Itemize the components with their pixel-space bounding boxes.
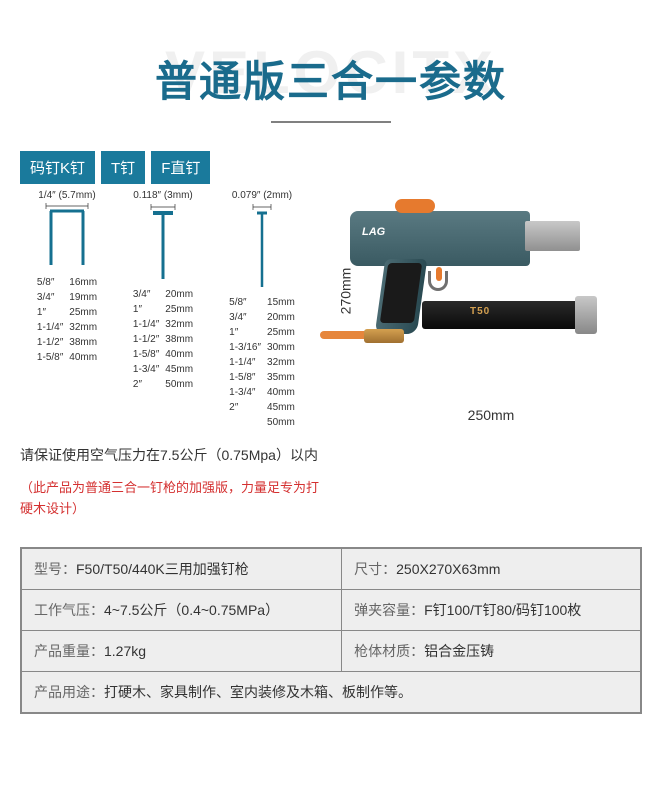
nail-col-t: 0.118″ (3mm) 3/4″1″1-1/4″1-1/2″1-5/8″1-3… — [114, 190, 212, 430]
model-value: F50/T50/440K三用加强钉枪 — [76, 561, 249, 577]
nail-badge-k: 码钉K钉 — [20, 151, 95, 184]
f-top-dim: 0.079″ (2mm) — [232, 190, 292, 201]
cell-usage: 产品用途：打硬木、家具制作、室内装修及木箱、板制作等。 — [21, 672, 641, 714]
nail-badge-f: F直钉 — [151, 151, 210, 184]
table-row: 型号：F50/T50/440K三用加强钉枪 尺寸：250X270X63mm — [21, 548, 641, 590]
gun-knob — [395, 199, 435, 213]
table-row: 产品重量：1.27kg 枪体材质：铝合金压铸 — [21, 631, 641, 672]
cell-model: 型号：F50/T50/440K三用加强钉枪 — [21, 548, 342, 590]
t-top-dim: 0.118″ (3mm) — [133, 190, 192, 201]
gun-body — [350, 211, 530, 266]
k-top-dim: 1/4″ (5.7mm) — [38, 190, 95, 201]
usage-value: 打硬木、家具制作、室内装修及木箱、板制作等。 — [104, 684, 412, 700]
gun-magazine — [422, 301, 582, 329]
nail-gun-illustration: LAG T50 — [350, 181, 610, 371]
size-value: 250X270X63mm — [396, 561, 500, 577]
nail-col-f: 0.079″ (2mm) 5/8″3/4″1″1-3/16″1-1/4″1-5/… — [212, 190, 312, 430]
gun-illustration-box: 270mm LAG T50 — [340, 181, 620, 401]
pressure-label: 工作气压： — [34, 602, 104, 618]
cell-material: 枪体材质：铝合金压铸 — [342, 631, 641, 672]
product-image-area: 270mm LAG T50 250mm — [320, 151, 642, 519]
cell-capacity: 弹夹容量：F钉100/T钉80/码钉100枚 — [342, 590, 641, 631]
gun-hose — [320, 331, 370, 339]
material-label: 枪体材质： — [354, 643, 424, 659]
product-note-red: （此产品为普通三合一钉枪的加强版，力量足专为打硬木设计） — [20, 478, 320, 520]
nail-badge-row: 码钉K钉 T钉 F直钉 — [20, 151, 320, 184]
capacity-value: F钉100/T钉80/码钉100枚 — [424, 602, 581, 618]
title-underline — [271, 121, 391, 123]
weight-label: 产品重量： — [34, 643, 104, 659]
gun-nose — [525, 221, 580, 251]
cell-size: 尺寸：250X270X63mm — [342, 548, 641, 590]
material-value: 铝合金压铸 — [424, 643, 494, 659]
pressure-note: 请保证使用空气压力在7.5公斤（0.75Mpa）以内 — [20, 444, 320, 468]
t-nail-icon — [145, 203, 181, 283]
gun-magazine-text: T50 — [470, 306, 490, 317]
spec-table: 型号：F50/T50/440K三用加强钉枪 尺寸：250X270X63mm 工作… — [20, 547, 642, 714]
gun-magazine-tip — [575, 296, 597, 334]
capacity-label: 弹夹容量： — [354, 602, 424, 618]
gun-trigger — [436, 267, 442, 281]
f-sizes: 5/8″3/4″1″1-3/16″1-1/4″1-5/8″1-3/4″2″ 15… — [226, 295, 298, 430]
t-sizes-mm: 20mm25mm32mm38mm40mm45mm50mm — [162, 287, 196, 392]
nail-badge-t: T钉 — [101, 151, 145, 184]
t-sizes: 3/4″1″1-1/4″1-1/2″1-5/8″1-3/4″2″ 20mm25m… — [130, 287, 196, 392]
middle-section: 码钉K钉 T钉 F直钉 1/4″ (5.7mm) 5/8″3/4″1″1-1/4… — [0, 123, 662, 529]
cell-weight: 产品重量：1.27kg — [21, 631, 342, 672]
f-sizes-mm: 15mm20mm25mm30mm32mm35mm40mm45mm50mm — [264, 295, 298, 430]
table-row: 产品用途：打硬木、家具制作、室内装修及木箱、板制作等。 — [21, 672, 641, 714]
k-nail-icon — [42, 203, 92, 271]
title-section: 普通版三合一参数 — [0, 0, 662, 123]
k-sizes-in: 5/8″3/4″1″1-1/4″1-1/2″1-5/8″ — [34, 275, 66, 365]
t-sizes-in: 3/4″1″1-1/4″1-1/2″1-5/8″1-3/4″2″ — [130, 287, 162, 392]
f-nail-icon — [247, 203, 277, 291]
size-label: 尺寸： — [354, 561, 396, 577]
nail-col-k: 1/4″ (5.7mm) 5/8″3/4″1″1-1/4″1-1/2″1-5/8… — [20, 190, 114, 430]
nail-diagrams-row: 1/4″ (5.7mm) 5/8″3/4″1″1-1/4″1-1/2″1-5/8… — [20, 190, 320, 430]
usage-label: 产品用途： — [34, 684, 104, 700]
k-sizes-mm: 16mm19mm25mm32mm38mm40mm — [66, 275, 100, 365]
width-dimension: 250mm — [340, 407, 642, 423]
model-label: 型号： — [34, 561, 76, 577]
gun-brand-logo: LAG — [362, 226, 385, 238]
pressure-value: 4~7.5公斤（0.4~0.75MPa） — [104, 602, 279, 618]
page-title: 普通版三合一参数 — [0, 48, 662, 109]
k-sizes: 5/8″3/4″1″1-1/4″1-1/2″1-5/8″ 16mm19mm25m… — [34, 275, 100, 365]
cell-pressure: 工作气压：4~7.5公斤（0.4~0.75MPa） — [21, 590, 342, 631]
weight-value: 1.27kg — [104, 643, 146, 659]
nail-types-area: 码钉K钉 T钉 F直钉 1/4″ (5.7mm) 5/8″3/4″1″1-1/4… — [20, 151, 320, 519]
table-row: 工作气压：4~7.5公斤（0.4~0.75MPa） 弹夹容量：F钉100/T钉8… — [21, 590, 641, 631]
f-sizes-in: 5/8″3/4″1″1-3/16″1-1/4″1-5/8″1-3/4″2″ — [226, 295, 264, 430]
gun-air-fitting — [364, 329, 404, 343]
